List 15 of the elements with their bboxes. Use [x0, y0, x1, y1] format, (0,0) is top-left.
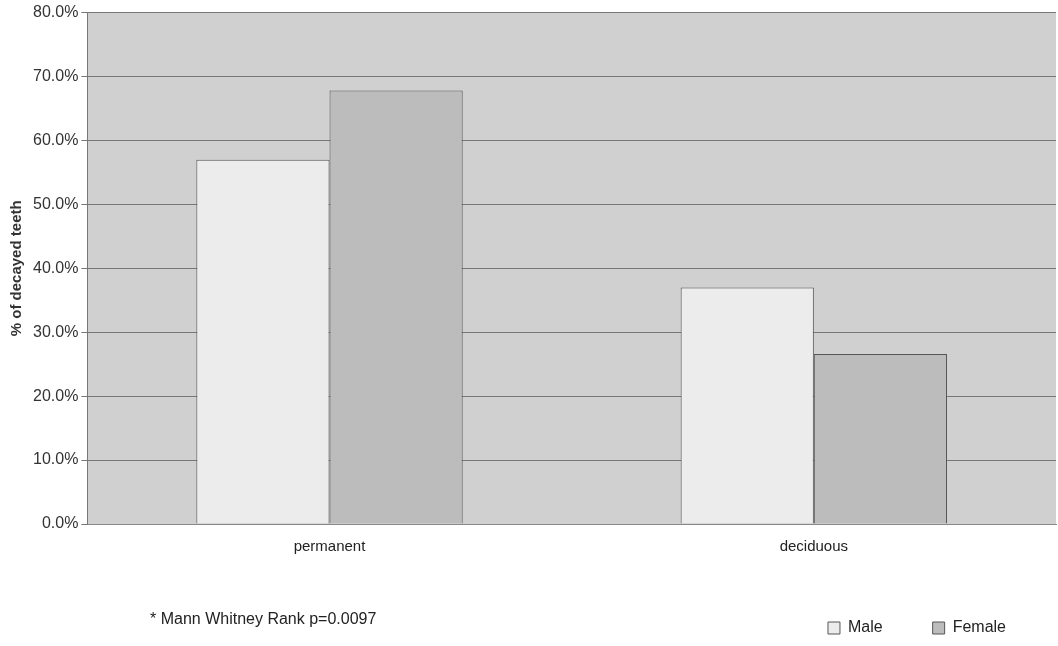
x-tick-label: deciduous	[779, 537, 849, 555]
y-tick-label: 10.0%	[32, 450, 79, 468]
legend-label: Male	[847, 618, 883, 636]
y-tick-label: 20.0%	[32, 386, 79, 404]
x-tick-label: permanent	[293, 537, 367, 555]
y-tick-label: 60.0%	[32, 130, 79, 148]
y-tick-label: 0.0%	[41, 514, 79, 532]
legend-label: Female	[952, 618, 1007, 636]
y-tick-label: 70.0%	[32, 66, 79, 84]
y-tick-label: 50.0%	[32, 194, 79, 212]
y-axis-title: % of decayed teeth	[7, 200, 25, 337]
text: * Mann Whitney Rank p=0.0097	[150, 610, 377, 628]
y-tick-label: 40.0%	[32, 258, 79, 276]
y-tick-label: 80.0%	[32, 3, 79, 21]
y-tick-label: 30.0%	[32, 322, 79, 340]
